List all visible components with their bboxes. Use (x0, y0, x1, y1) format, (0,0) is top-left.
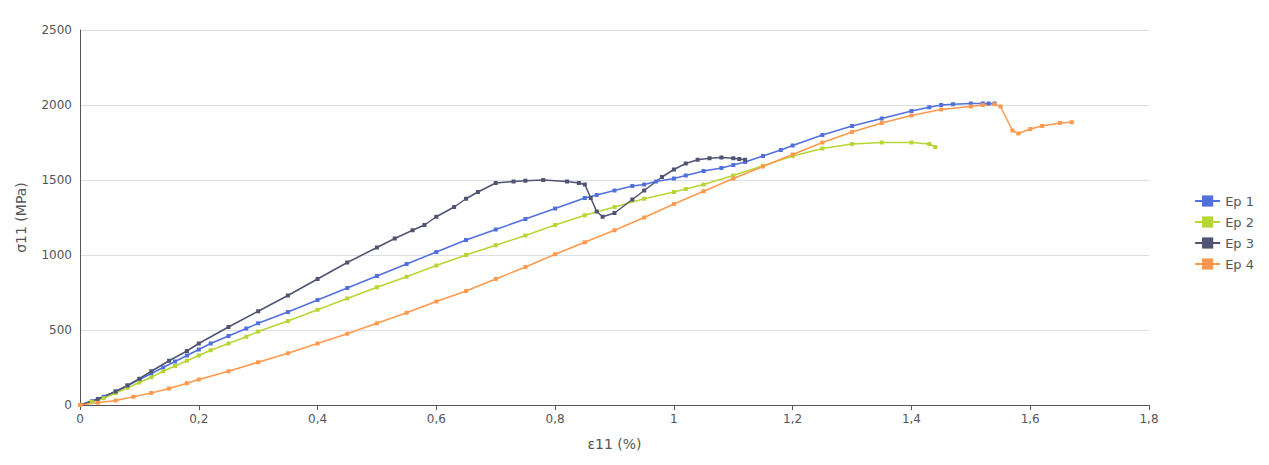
svg-text:1,4: 1,4 (902, 412, 921, 426)
svg-text:500: 500 (49, 323, 72, 337)
svg-text:1,8: 1,8 (1139, 412, 1158, 426)
svg-text:1500: 1500 (41, 173, 72, 187)
svg-text:2000: 2000 (41, 98, 72, 112)
svg-text:1: 1 (670, 412, 678, 426)
svg-text:1,2: 1,2 (783, 412, 802, 426)
svg-text:1,6: 1,6 (1021, 412, 1040, 426)
svg-text:Ep 1: Ep 1 (1225, 194, 1254, 209)
svg-text:0,8: 0,8 (546, 412, 565, 426)
svg-text:0: 0 (64, 398, 72, 412)
svg-text:0: 0 (76, 412, 84, 426)
svg-text:σ11 (MPa): σ11 (MPa) (13, 182, 29, 253)
svg-text:ε11 (%): ε11 (%) (587, 436, 641, 452)
svg-text:2500: 2500 (41, 23, 72, 37)
svg-text:0,2: 0,2 (189, 412, 208, 426)
svg-text:Ep 2: Ep 2 (1225, 215, 1254, 230)
svg-text:0,4: 0,4 (308, 412, 327, 426)
svg-text:1000: 1000 (41, 248, 72, 262)
svg-text:0,6: 0,6 (427, 412, 446, 426)
svg-text:Ep 3: Ep 3 (1225, 236, 1254, 251)
svg-text:Ep 4: Ep 4 (1225, 257, 1254, 272)
